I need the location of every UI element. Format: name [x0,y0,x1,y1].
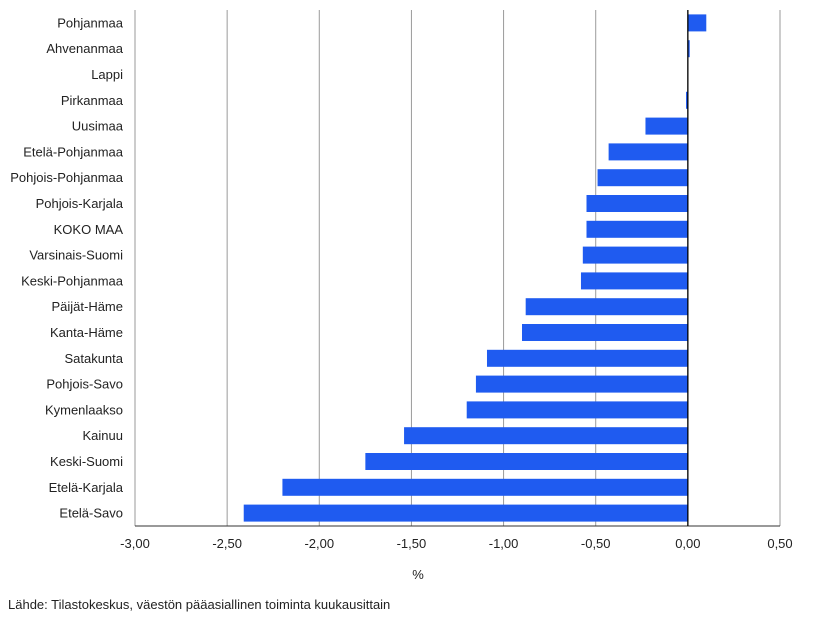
category-label: Keski-Suomi [50,454,123,469]
bar [580,272,688,290]
category-label: KOKO MAA [54,222,124,237]
x-tick-label: 0,50 [767,536,792,551]
category-label: Pohjois-Savo [46,377,123,392]
x-tick-label: 0,00 [675,536,700,551]
x-tick-labels: -3,00 -2,50 -2,00 -1,50 -1,00 -0,50 0,00 0,50 [120,536,792,551]
bar [645,117,688,135]
category-label: Pirkanmaa [61,93,124,108]
x-tick-label: -0,50 [581,536,611,551]
bar [475,375,688,393]
bar [687,14,707,32]
bar [365,453,688,470]
source-note: Lähde: Tilastokeskus, väestön pääasialli… [8,597,391,612]
category-label: Pohjois-Pohjanmaa [10,170,124,185]
category-label: Kainuu [83,428,123,443]
category-label: Kymenlaakso [45,402,123,417]
category-label: Lappi [91,67,123,82]
category-label: Päijät-Häme [51,299,123,314]
x-tick-label: -1,50 [397,536,427,551]
bar [466,401,688,419]
category-label: Pohjanmaa [57,15,124,30]
bar [404,427,688,445]
category-label: Pohjois-Karjala [36,196,124,211]
bar [282,478,688,496]
category-label: Uusimaa [72,119,124,134]
category-labels: Pohjanmaa Ahvenanmaa Lappi Pirkanmaa Uusimaa… [10,15,124,520]
bar [522,324,688,341]
bar-chart: Pohjanmaa Ahvenanmaa Lappi Pirkanmaa Uusimaa… [10,10,793,582]
bar [608,143,688,161]
category-label: Satakunta [64,351,123,366]
bar [525,298,688,316]
gridlines [134,10,781,527]
category-label: Etelä-Karjala [49,480,124,495]
x-axis-label: % [412,567,424,582]
category-label: Ahvenanmaa [46,41,123,56]
category-label: Keski-Pohjanmaa [21,273,124,288]
bar [582,246,688,264]
bar [687,40,690,58]
category-label: Etelä-Savo [59,506,123,521]
category-label: Varsinais-Suomi [29,248,123,263]
bar [243,504,688,522]
category-label: Etelä-Pohjanmaa [23,144,123,159]
x-tick-label: -3,00 [120,536,150,551]
bar [586,220,688,238]
x-tick-label: -2,00 [304,536,334,551]
x-tick-label: -2,50 [212,536,242,551]
bar [586,195,688,212]
category-label: Kanta-Häme [50,325,123,340]
bar [686,91,688,109]
bar [486,349,688,367]
bars [243,10,707,526]
bar [597,169,688,187]
x-tick-label: -1,00 [489,536,519,551]
